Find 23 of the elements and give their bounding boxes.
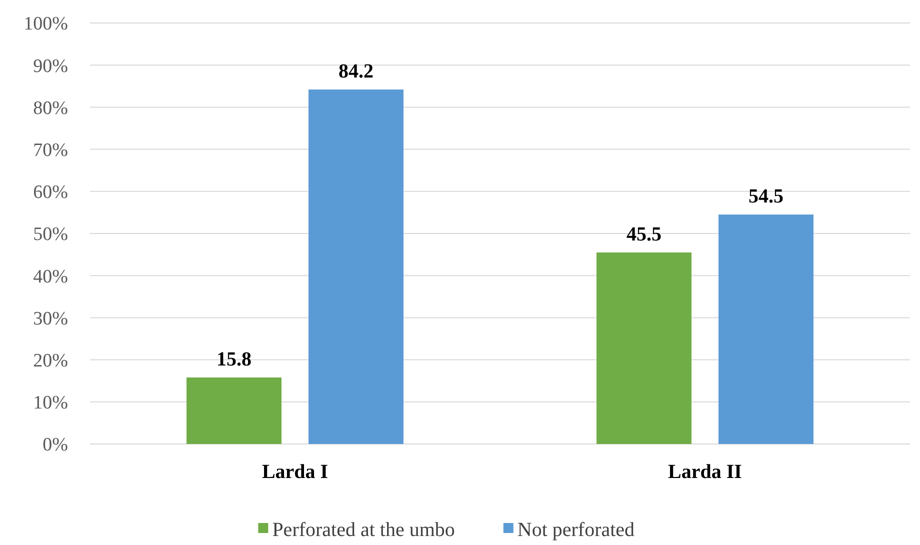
data-label: 45.5: [626, 223, 662, 246]
y-tick-label: 60%: [33, 182, 68, 204]
y-tick-label: 10%: [33, 392, 68, 414]
bar: [596, 252, 692, 444]
y-tick-label: 20%: [33, 350, 68, 372]
bar: [308, 90, 404, 444]
bar: [718, 214, 814, 444]
legend-label: Not perforated: [517, 519, 635, 541]
y-tick-label: 80%: [33, 98, 68, 119]
y-tick-label: 30%: [33, 308, 68, 330]
data-label: 15.8: [216, 348, 252, 370]
y-tick-label: 50%: [33, 224, 68, 246]
x-tick-label: Larda I: [262, 461, 328, 483]
y-tick-label: 90%: [33, 56, 68, 77]
y-tick-label: 40%: [33, 266, 68, 288]
legend-label: Perforated at the umbo: [272, 519, 455, 541]
x-tick-label: Larda II: [668, 461, 742, 483]
bar: [186, 377, 282, 444]
y-tick-label: 100%: [24, 14, 68, 35]
y-tick-label: 0%: [42, 434, 68, 456]
y-tick-label: 70%: [33, 140, 68, 161]
data-label: 54.5: [748, 186, 784, 208]
data-label: 84.2: [338, 60, 374, 83]
